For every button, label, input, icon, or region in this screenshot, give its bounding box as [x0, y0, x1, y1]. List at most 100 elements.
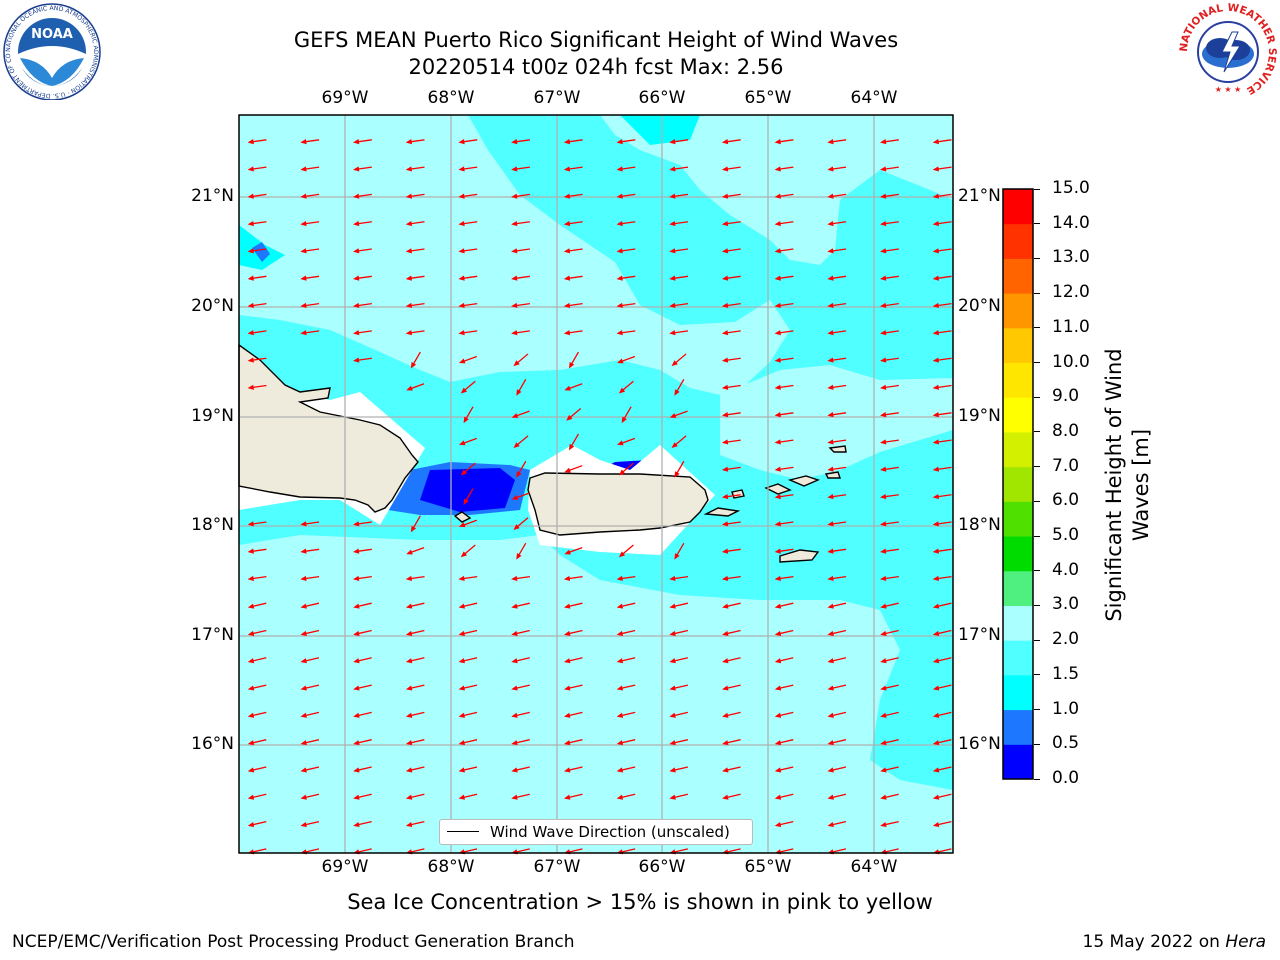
wind-wave-arrow — [880, 220, 899, 227]
wind-wave-arrow — [827, 412, 847, 418]
wind-wave-arrow — [460, 462, 476, 476]
wind-wave-arrow — [616, 711, 636, 718]
wind-wave-arrow — [827, 684, 847, 691]
map-legend: Wind Wave Direction (unscaled) — [439, 819, 753, 845]
wind-wave-arrow — [774, 711, 794, 718]
wind-wave-arrow — [405, 166, 425, 172]
wind-wave-arrow — [353, 766, 372, 773]
wind-wave-arrow — [300, 548, 320, 554]
lon-label-bottom: 66°W — [638, 857, 686, 877]
colorbar-tick-mark — [1034, 674, 1040, 676]
wind-wave-arrow — [774, 575, 794, 582]
wind-wave-arrow — [300, 139, 320, 145]
wind-wave-arrow — [932, 575, 952, 582]
wind-wave-arrow — [616, 193, 636, 199]
wind-wave-arrow — [880, 166, 899, 172]
wind-wave-arrow — [563, 684, 583, 691]
wind-wave-arrow — [247, 193, 267, 199]
wind-wave-arrow — [511, 766, 530, 773]
wind-wave-arrow — [722, 657, 741, 664]
wind-wave-arrow — [511, 275, 531, 281]
hispaniola-land — [238, 343, 419, 513]
field-band-2-0-south — [239, 535, 953, 853]
wind-wave-arrow — [932, 684, 952, 691]
wind-wave-arrow — [458, 602, 478, 609]
wind-wave-arrow — [932, 766, 952, 773]
wind-wave-arrow — [932, 302, 952, 309]
wind-wave-arrow — [511, 684, 530, 691]
wind-wave-arrow — [511, 602, 530, 609]
wind-wave-arrow — [353, 275, 372, 281]
wind-wave-arrow — [511, 139, 531, 145]
colorbar-segment — [1003, 501, 1033, 537]
wind-wave-arrow — [721, 521, 741, 527]
wind-wave-arrow — [932, 412, 952, 418]
colorbar-tick-mark — [1034, 223, 1040, 225]
wind-wave-arrow — [511, 220, 531, 227]
wind-wave-arrow — [932, 602, 952, 609]
wind-wave-arrow — [880, 357, 899, 363]
wind-wave-arrow — [300, 166, 320, 172]
wind-wave-arrow — [774, 793, 794, 800]
wind-wave-arrow — [880, 629, 899, 636]
wind-wave-arrow — [880, 439, 899, 445]
lat-label-left: 20°N — [191, 296, 234, 316]
wind-wave-arrow — [721, 248, 741, 254]
wind-wave-arrow — [618, 462, 634, 476]
wind-wave-arrow — [827, 384, 847, 390]
footer-credit: NCEP/EMC/Verification Post Processing Pr… — [12, 932, 575, 952]
wind-wave-arrow — [247, 793, 267, 800]
wind-wave-arrow — [410, 515, 421, 533]
wind-wave-arrow — [827, 602, 847, 609]
wind-wave-arrow — [880, 412, 899, 418]
wind-wave-arrow — [827, 793, 847, 800]
colorbar-segment — [1003, 605, 1033, 641]
wind-wave-arrow — [722, 629, 741, 636]
wind-wave-arrow — [247, 248, 267, 254]
wind-wave-arrow — [511, 410, 530, 418]
wind-wave-arrow — [932, 139, 952, 145]
colorbar-segment — [1003, 536, 1033, 572]
colorbar — [1002, 188, 1034, 780]
wind-wave-arrow — [405, 793, 425, 800]
colorbar-tick-label: 4.0 — [1052, 559, 1080, 580]
wind-wave-arrow — [406, 546, 425, 555]
wind-wave-arrow — [669, 410, 688, 418]
wind-wave-arrow — [563, 193, 583, 199]
wind-wave-arrow — [932, 521, 952, 527]
wind-wave-arrow — [774, 248, 794, 254]
wind-wave-arrow — [880, 330, 899, 336]
colorbar-tick-label: 11.0 — [1052, 316, 1090, 337]
wind-wave-arrow — [247, 575, 267, 582]
colorbar-tick-label: 7.0 — [1052, 455, 1080, 476]
wind-wave-arrow — [247, 548, 267, 554]
wind-wave-arrow — [669, 330, 689, 336]
colorbar-tick-mark — [1034, 327, 1040, 329]
wind-wave-arrow — [458, 575, 478, 582]
colorbar-tick-label: 3.0 — [1052, 594, 1080, 615]
wind-wave-arrow — [463, 488, 474, 505]
colorbar-segment — [1003, 293, 1033, 329]
wind-wave-arrow — [563, 302, 583, 309]
wind-wave-arrow — [880, 602, 899, 609]
wind-wave-arrow — [247, 384, 267, 390]
wind-wave-arrow — [827, 166, 847, 172]
wind-wave-arrow — [932, 248, 952, 254]
wind-wave-arrow — [618, 380, 634, 394]
lon-label-top: 65°W — [744, 88, 792, 108]
wind-wave-arrow — [513, 435, 529, 449]
wind-wave-arrow — [568, 351, 580, 369]
wind-wave-arrow — [247, 657, 267, 664]
mona-island — [453, 511, 472, 523]
wind-wave-arrow — [827, 330, 847, 336]
wind-wave-arrow — [353, 139, 372, 145]
colorbar-tick-mark — [1034, 778, 1040, 780]
wind-wave-arrow — [880, 575, 899, 582]
wind-wave-arrow — [721, 330, 741, 336]
footer-date-text: 15 May 2022 on — [1082, 932, 1226, 952]
wind-wave-arrow — [932, 330, 952, 336]
wind-wave-arrow — [511, 739, 530, 746]
wind-wave-arrow — [721, 166, 741, 172]
wind-wave-arrow — [405, 739, 425, 746]
lon-label-bottom: 68°W — [427, 857, 475, 877]
